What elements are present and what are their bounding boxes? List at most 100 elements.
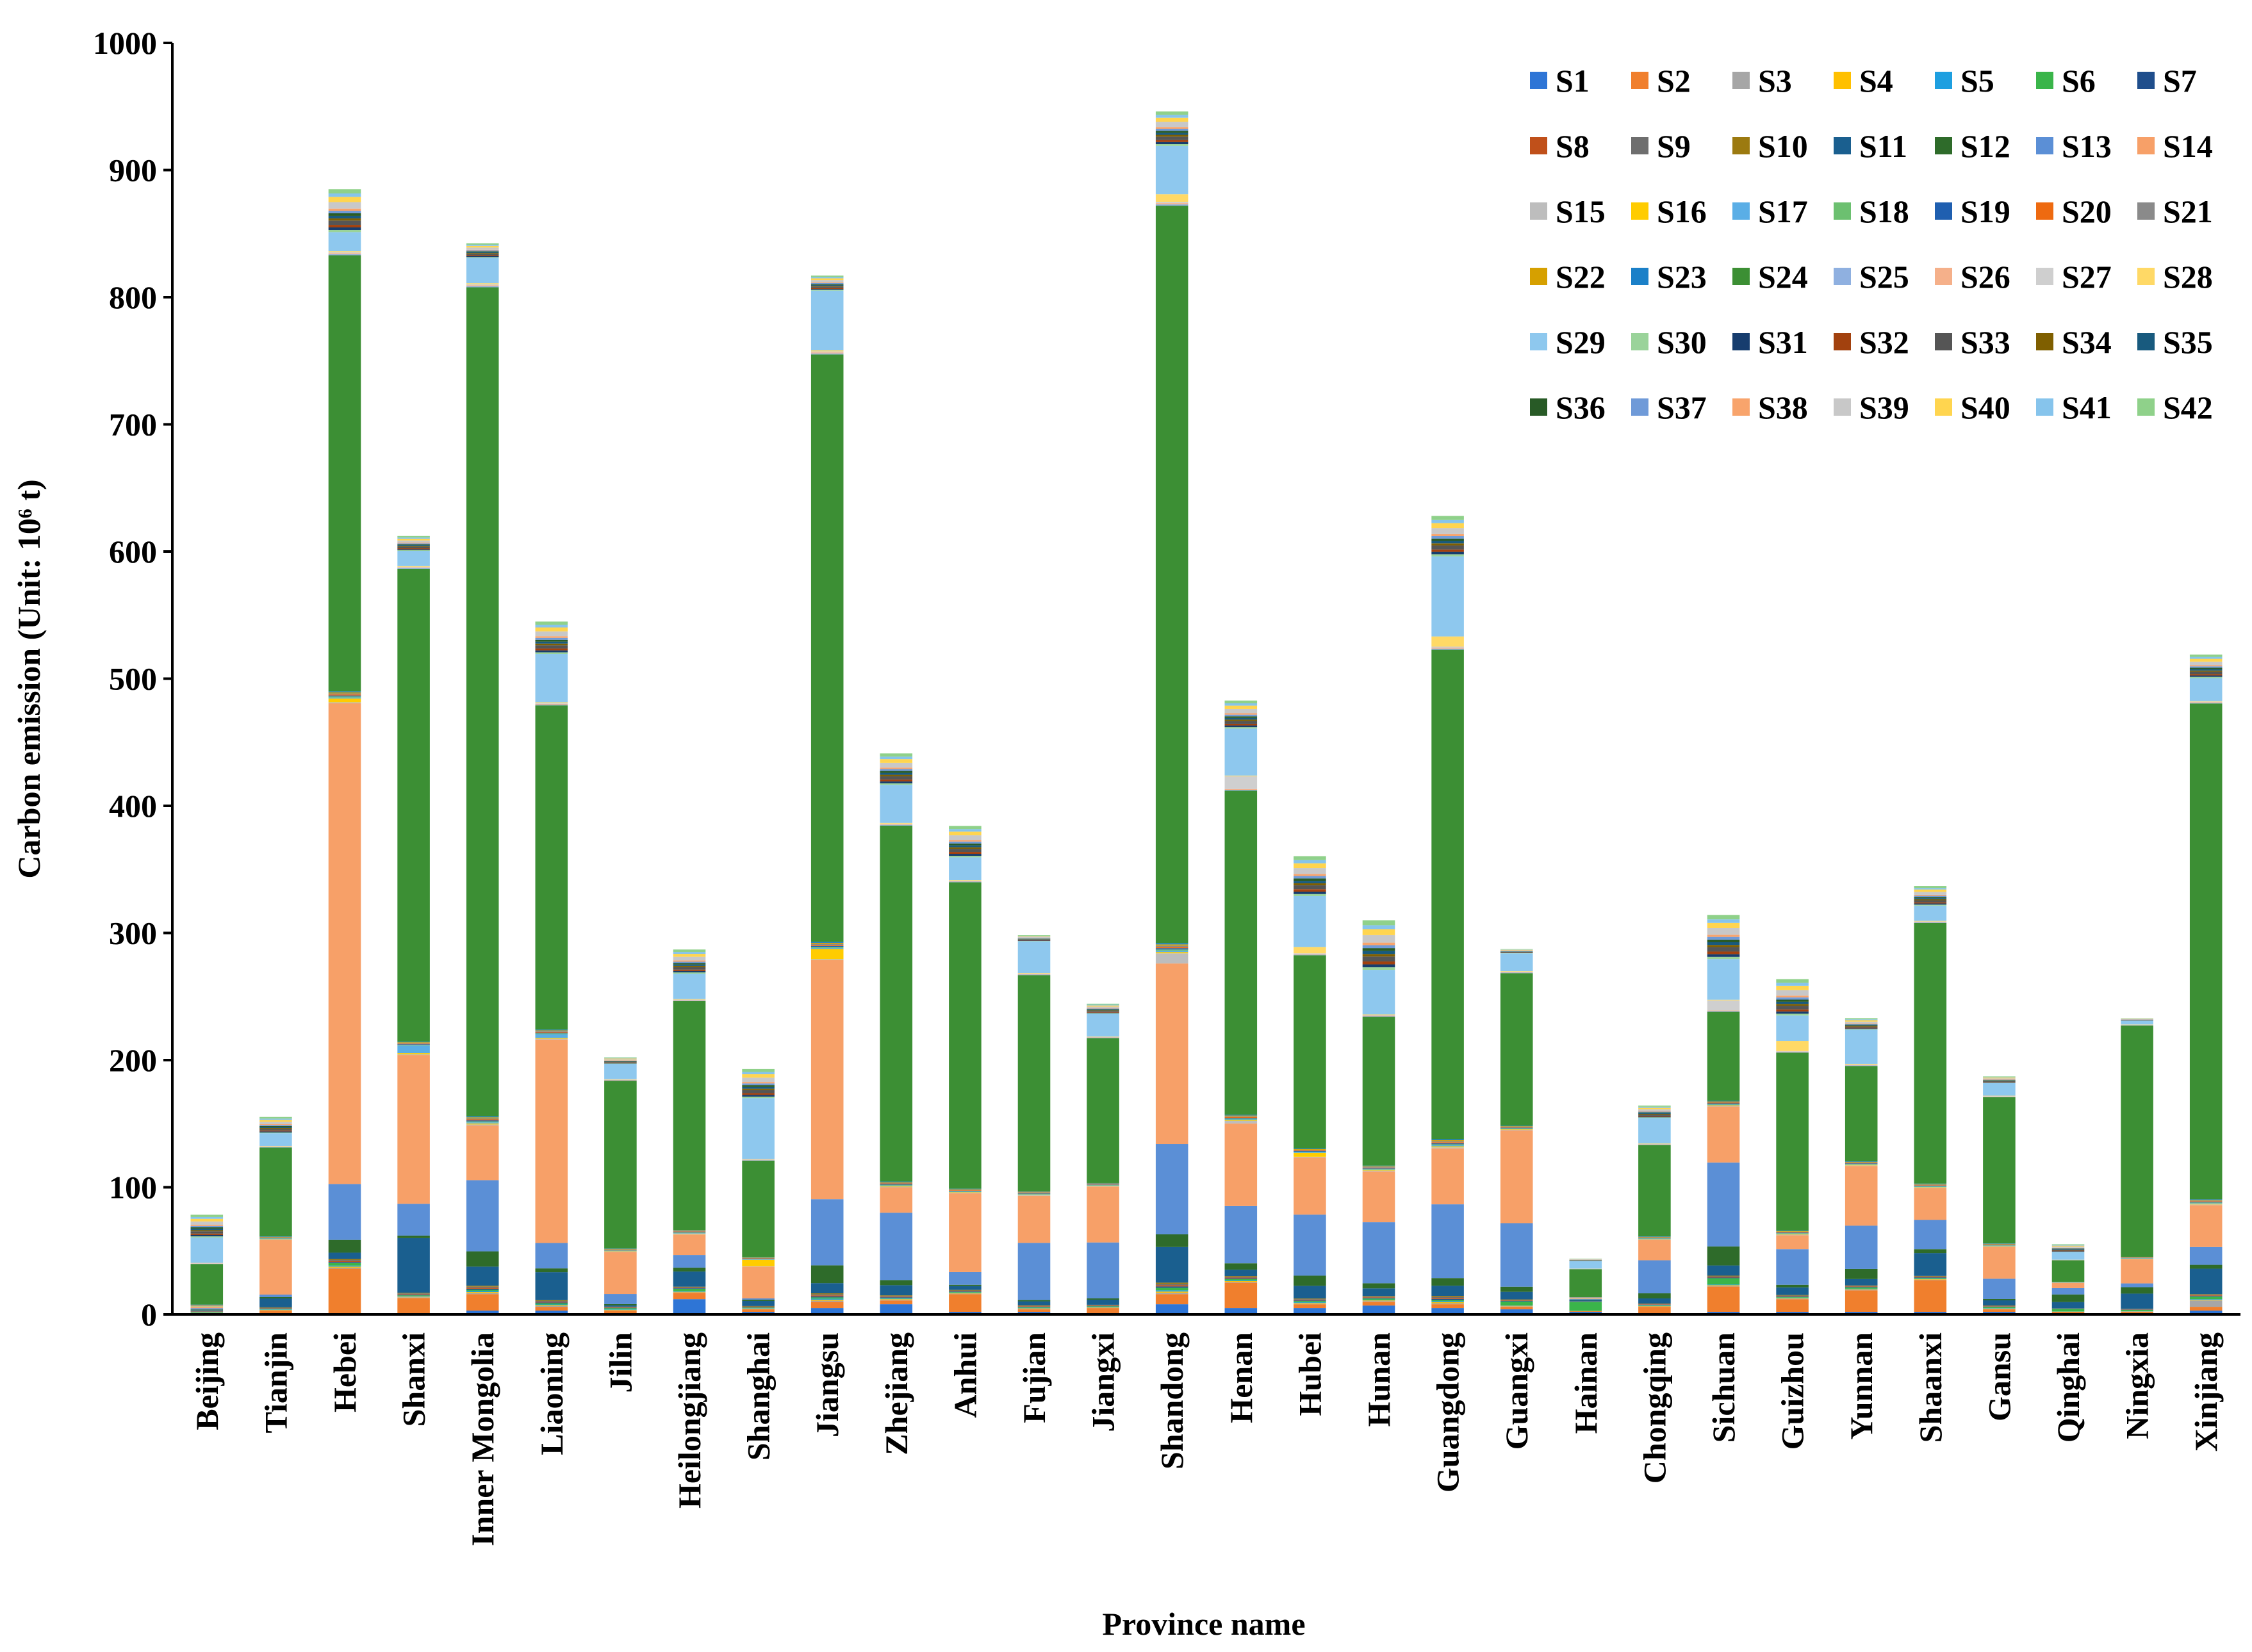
bar-segment: [2121, 1259, 2153, 1284]
bar-segment: [1500, 1128, 1533, 1129]
bar-segment: [1707, 1000, 1740, 1011]
legend-swatch: [2036, 398, 2053, 416]
bar-segment: [1087, 1307, 1119, 1308]
bar-segment: [1638, 1238, 1671, 1239]
bar-segment: [1983, 1305, 2016, 1307]
bar-segment: [880, 785, 913, 823]
bar-segment: [1362, 1296, 1395, 1298]
bar-segment: [397, 551, 430, 566]
bar-segment: [1362, 956, 1395, 961]
bar-segment: [1087, 1242, 1119, 1298]
legend-swatch: [2036, 333, 2053, 350]
bar-segment: [810, 1302, 844, 1309]
bar-segment: [742, 1259, 775, 1260]
legend-swatch: [1834, 202, 1851, 220]
bar-segment: [1638, 1117, 1671, 1118]
bar-segment: [2189, 665, 2223, 667]
bar-segment: [1431, 1308, 1464, 1314]
bar-segment: [604, 1250, 637, 1252]
bar-segment: [949, 881, 982, 883]
bar-segment: [810, 1295, 844, 1296]
bar-segment: [949, 1189, 982, 1190]
bar-segment: [1983, 1095, 2016, 1097]
bar-segment: [604, 1311, 637, 1314]
bar-segment: [673, 1288, 706, 1291]
bar-segment: [604, 1309, 637, 1311]
bar-segment: [1087, 1307, 1119, 1309]
bar-segment: [466, 243, 499, 245]
bar-segment: [1638, 1305, 1671, 1307]
bar-segment: [2189, 1200, 2223, 1202]
bar-segment: [1362, 1170, 1395, 1171]
bar-segment: [1431, 1302, 1464, 1304]
bar-segment: [1294, 1152, 1326, 1157]
bar-segment: [2189, 1294, 2223, 1295]
x-tick-label: Gansu: [1981, 1332, 2017, 1421]
bar-segment: [535, 639, 568, 642]
bar-segment: [1500, 971, 1533, 972]
bar-segment: [535, 1311, 568, 1314]
bar-segment: [1017, 1300, 1051, 1302]
bar-segment: [1845, 1021, 1878, 1024]
bar-segment: [466, 1117, 499, 1118]
bar-segment: [397, 566, 430, 568]
bar-segment: [1776, 979, 1809, 983]
bar-segment: [742, 1159, 775, 1161]
legend-swatch: [1834, 137, 1851, 154]
bar-segment: [1431, 554, 1464, 557]
bar-segment: [1224, 1120, 1258, 1124]
bar-segment: [535, 1300, 568, 1301]
bar-segment: [328, 1263, 361, 1266]
legend-swatch: [1732, 137, 1750, 154]
bar-segment: [949, 1188, 982, 1190]
bar-segment: [1914, 898, 1947, 899]
bar-segment: [1776, 1051, 1809, 1052]
legend-label: S28: [2163, 259, 2213, 295]
bar-segment: [1845, 1290, 1878, 1313]
bar-segment: [742, 1257, 775, 1258]
bar-segment: [880, 767, 913, 769]
bar-segment: [1707, 1265, 1740, 1276]
bar-segment: [742, 1305, 775, 1307]
bar-segment: [880, 759, 913, 763]
bar-segment: [1776, 1013, 1809, 1016]
bar-segment: [880, 1184, 913, 1186]
bar-segment: [604, 1058, 637, 1059]
bar-segment: [1431, 1139, 1464, 1141]
bar-segment: [466, 1294, 499, 1311]
bar-segment: [1017, 975, 1051, 1191]
bar-segment: [1294, 876, 1326, 879]
bar-segment: [1569, 1300, 1602, 1302]
bar-segment: [466, 1125, 499, 1181]
bar-segment: [1707, 1286, 1740, 1313]
bar-segment: [1776, 1235, 1809, 1250]
x-tick-label: Jiangsu: [809, 1332, 845, 1437]
bar-segment: [1776, 1041, 1809, 1051]
bar-segment: [1224, 790, 1258, 1115]
bar-segment: [1914, 1186, 1947, 1187]
bar-segment: [1845, 1161, 1878, 1162]
bar-segment: [1776, 983, 1809, 986]
bar-segment: [328, 218, 361, 221]
bar-segment: [1983, 1306, 2016, 1307]
bar-segment: [604, 1309, 637, 1310]
bar-segment: [673, 1293, 706, 1300]
legend-label: S8: [1556, 128, 1590, 164]
bar-segment: [742, 1068, 775, 1072]
bar-segment: [1224, 723, 1258, 726]
bar-segment: [1845, 1287, 1878, 1289]
bar-segment: [466, 1118, 499, 1120]
legend-swatch: [2036, 202, 2053, 220]
x-tick-label: Hainan: [1568, 1332, 1604, 1434]
bar-segment: [1431, 650, 1464, 1140]
bar-segment: [466, 247, 499, 250]
bar-segment: [466, 287, 499, 1116]
bar-segment: [1224, 1282, 1258, 1309]
bar-segment: [810, 945, 844, 947]
bar-segment: [1294, 947, 1326, 954]
bar-segment: [1983, 1245, 2016, 1246]
bar-segment: [880, 781, 913, 783]
bar-segment: [810, 351, 844, 353]
bar-segment: [1224, 703, 1258, 706]
bar-segment: [1431, 538, 1464, 541]
